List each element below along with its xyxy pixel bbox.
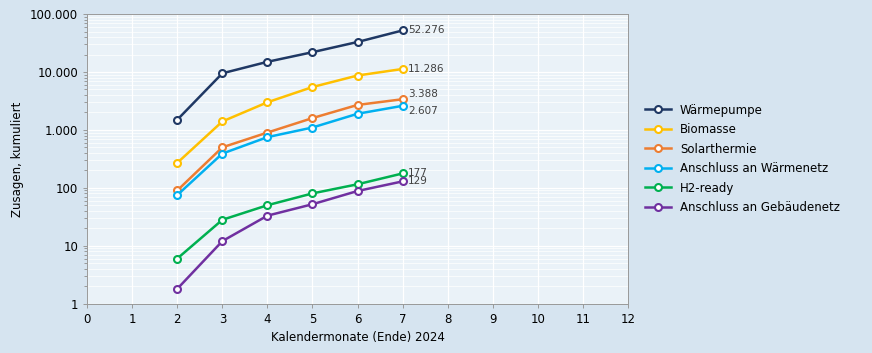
Biomasse — [172, 161, 182, 165]
Solarthermie — [307, 116, 317, 120]
Anschluss an Gebäudenetz — [398, 179, 408, 184]
Biomasse — [262, 100, 273, 104]
Y-axis label: Zusagen, kumuliert: Zusagen, kumuliert — [11, 101, 24, 216]
Solarthermie — [262, 131, 273, 135]
Wärmepumpe — [352, 40, 363, 44]
H2-ready — [217, 218, 228, 222]
Solarthermie — [217, 145, 228, 149]
H2-ready — [307, 191, 317, 196]
Anschluss an Wärmenetz — [352, 112, 363, 116]
Line: Solarthermie: Solarthermie — [174, 96, 406, 194]
Anschluss an Wärmenetz — [307, 125, 317, 130]
Line: Wärmepumpe: Wärmepumpe — [174, 27, 406, 123]
Wärmepumpe — [307, 50, 317, 54]
Anschluss an Wärmenetz — [217, 151, 228, 156]
Biomasse — [217, 119, 228, 124]
Wärmepumpe — [262, 60, 273, 64]
Solarthermie — [172, 189, 182, 193]
Anschluss an Gebäudenetz — [307, 202, 317, 207]
Wärmepumpe — [172, 118, 182, 122]
H2-ready — [172, 256, 182, 261]
Anschluss an Gebäudenetz — [262, 214, 273, 218]
Text: 2.607: 2.607 — [408, 106, 438, 116]
Text: 3.388: 3.388 — [408, 89, 438, 99]
Solarthermie — [352, 103, 363, 107]
Text: 52.276: 52.276 — [408, 25, 445, 35]
H2-ready — [262, 203, 273, 207]
Solarthermie — [398, 97, 408, 101]
Text: 129: 129 — [408, 176, 428, 186]
Wärmepumpe — [217, 71, 228, 76]
Biomasse — [352, 73, 363, 78]
H2-ready — [352, 182, 363, 186]
Anschluss an Gebäudenetz — [172, 287, 182, 291]
Anschluss an Wärmenetz — [262, 135, 273, 139]
X-axis label: Kalendermonate (Ende) 2024: Kalendermonate (Ende) 2024 — [270, 331, 445, 344]
Line: H2-ready: H2-ready — [174, 170, 406, 262]
Anschluss an Gebäudenetz — [217, 239, 228, 243]
H2-ready — [398, 171, 408, 175]
Anschluss an Gebäudenetz — [352, 189, 363, 193]
Text: 11.286: 11.286 — [408, 64, 445, 74]
Wärmepumpe — [398, 28, 408, 32]
Anschluss an Wärmenetz — [172, 193, 182, 197]
Anschluss an Wärmenetz — [398, 104, 408, 108]
Line: Anschluss an Gebäudenetz: Anschluss an Gebäudenetz — [174, 178, 406, 292]
Biomasse — [398, 67, 408, 71]
Text: 177: 177 — [408, 168, 428, 178]
Biomasse — [307, 85, 317, 89]
Line: Anschluss an Wärmenetz: Anschluss an Wärmenetz — [174, 102, 406, 198]
Legend: Wärmepumpe, Biomasse, Solarthermie, Anschluss an Wärmenetz, H2-ready, Anschluss : Wärmepumpe, Biomasse, Solarthermie, Ansc… — [644, 104, 840, 214]
Line: Biomasse: Biomasse — [174, 66, 406, 166]
